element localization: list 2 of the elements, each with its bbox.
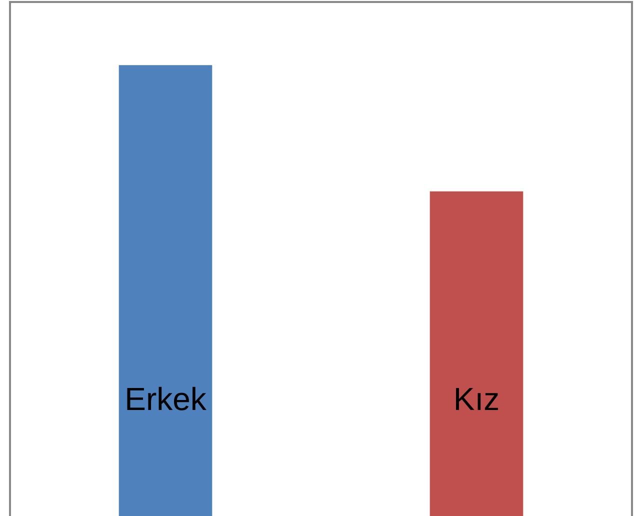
x-tick-label: Kız	[453, 380, 500, 417]
x-tick-label: Erkek	[124, 380, 208, 417]
